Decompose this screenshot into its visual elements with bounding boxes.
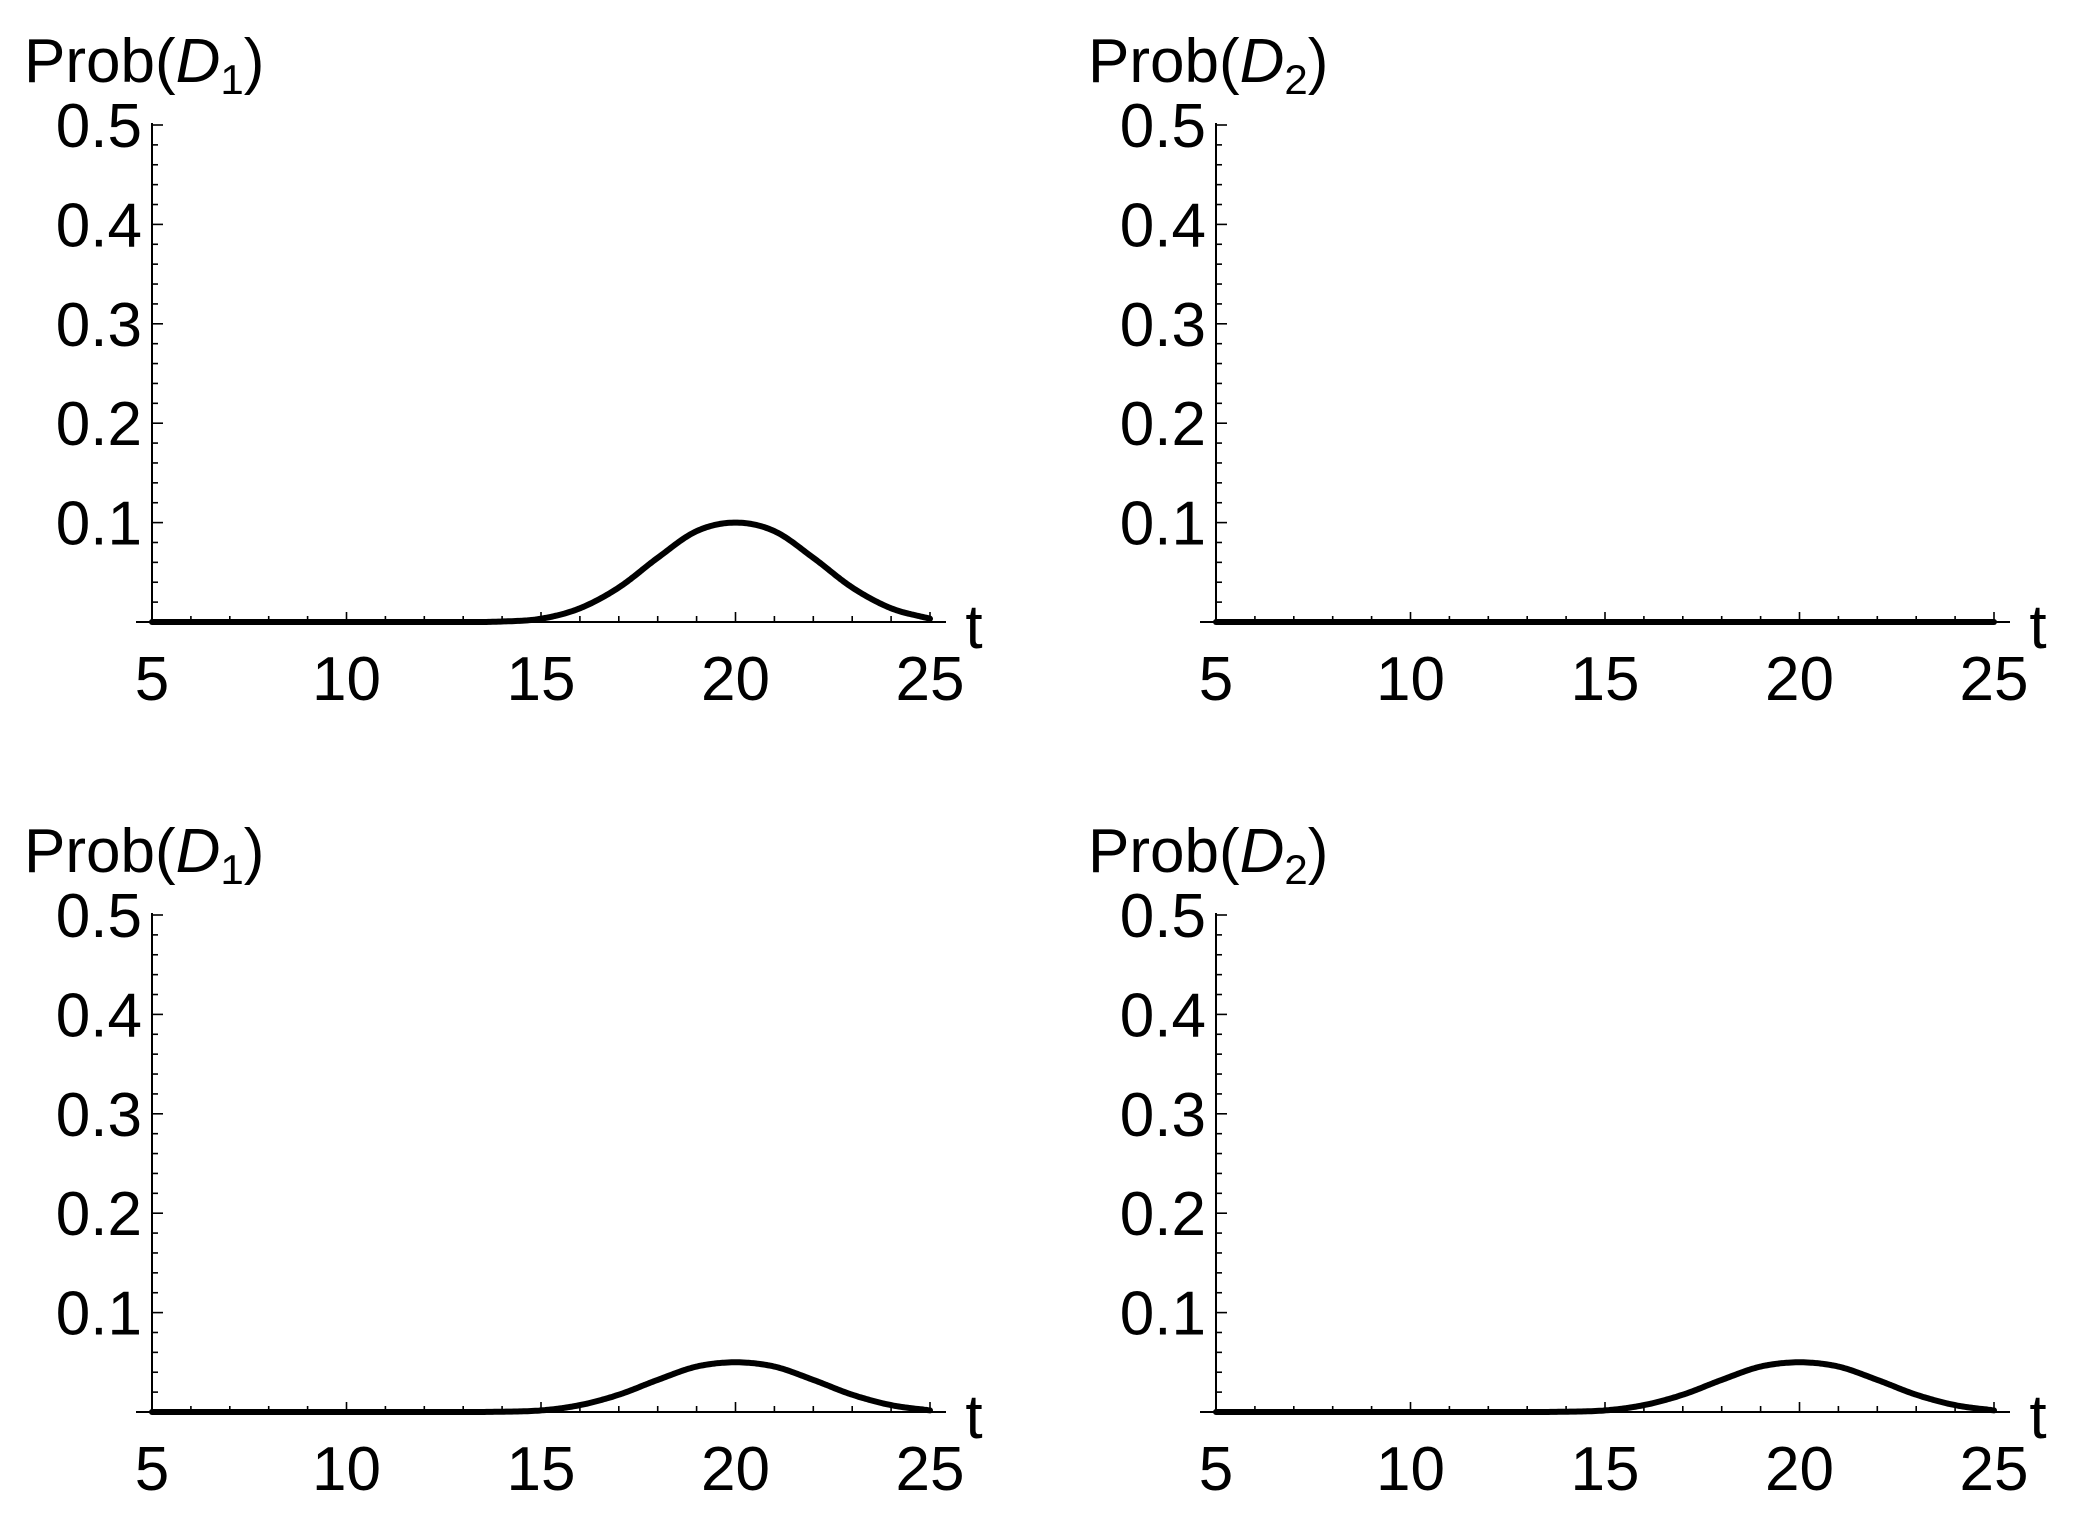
series-line [1213, 1359, 1997, 1415]
x-tick-label: 25 [1960, 1435, 2029, 1504]
x-tick-label: 10 [312, 1435, 381, 1504]
y-axis-title: Prob(D1) [24, 27, 264, 103]
x-tick-label: 10 [1376, 1435, 1445, 1504]
y-tick-label: 0.4 [1120, 981, 1206, 1050]
y-tick-label: 0.5 [1120, 92, 1206, 161]
x-tick-label: 5 [135, 1435, 169, 1504]
y-tick-label: 0.2 [56, 390, 142, 459]
x-tick-label: 25 [1960, 645, 2029, 714]
y-tick-label: 0.3 [1120, 1081, 1206, 1150]
y-tick-label: 0.3 [56, 291, 142, 360]
chart-panel-3: 5 10 15 20 25 0.1 0.2 0.3 0.4 0.5 t Prob(D1) [24, 817, 983, 1504]
x-tick-label: 10 [1376, 645, 1445, 714]
x-tick-label: 25 [896, 1435, 965, 1504]
x-tick-label: 20 [1765, 1435, 1834, 1504]
y-tick-label: 0.2 [1120, 1180, 1206, 1249]
y-tick-label: 0.4 [56, 981, 142, 1050]
x-axis-title: t [965, 1383, 982, 1452]
x-tick-label: 15 [1571, 645, 1640, 714]
series-line [149, 519, 933, 625]
x-tick-label: 10 [312, 645, 381, 714]
y-tick-label: 0.5 [56, 882, 142, 951]
y-axis-title: Prob(D2) [1088, 817, 1328, 893]
x-tick-label: 5 [1199, 645, 1233, 714]
x-tick-label: 5 [1199, 1435, 1233, 1504]
y-axis-title: Prob(D2) [1088, 27, 1328, 103]
y-tick-label: 0.3 [56, 1081, 142, 1150]
y-axis-title: Prob(D1) [24, 817, 264, 893]
y-tick-label: 0.1 [1120, 1280, 1206, 1349]
y-tick-label: 0.1 [56, 1280, 142, 1349]
x-axis-title: t [2029, 593, 2046, 662]
chart-panel-2: 5 10 15 20 25 0.1 0.2 0.3 0.4 0.5 t Prob(D2) [1088, 27, 2047, 714]
x-tick-label: 15 [1571, 1435, 1640, 1504]
chart-panel-4: 5 10 15 20 25 0.1 0.2 0.3 0.4 0.5 t Prob(D2) [1088, 817, 2047, 1504]
y-tick-label: 0.5 [1120, 882, 1206, 951]
y-tick-label: 0.2 [1120, 390, 1206, 459]
x-axis-title: t [2029, 1383, 2046, 1452]
y-tick-label: 0.4 [56, 191, 142, 260]
series-line [149, 1359, 933, 1415]
x-tick-label: 15 [507, 645, 576, 714]
x-tick-label: 20 [1765, 645, 1834, 714]
x-tick-label: 20 [701, 1435, 770, 1504]
y-tick-label: 0.1 [56, 490, 142, 559]
x-tick-label: 5 [135, 645, 169, 714]
y-tick-label: 0.5 [56, 92, 142, 161]
x-tick-label: 20 [701, 645, 770, 714]
chart-panel-1: 5 10 15 20 25 0.1 0.2 0.3 0.4 0.5 t Prob(D1) [24, 27, 983, 714]
y-tick-label: 0.4 [1120, 191, 1206, 260]
x-tick-label: 15 [507, 1435, 576, 1504]
y-tick-label: 0.1 [1120, 490, 1206, 559]
y-tick-label: 0.3 [1120, 291, 1206, 360]
y-tick-label: 0.2 [56, 1180, 142, 1249]
x-axis-title: t [965, 593, 982, 662]
x-tick-label: 25 [896, 645, 965, 714]
